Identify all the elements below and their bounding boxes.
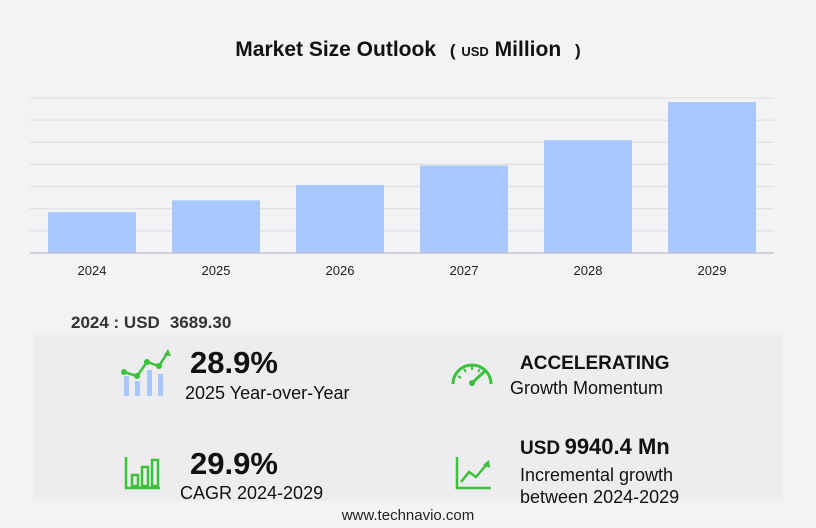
bar-2029 xyxy=(668,102,756,253)
trend-line-icon xyxy=(455,457,491,490)
x-tick-label-2025: 2025 xyxy=(202,263,231,278)
incremental-amount: 9940.4 Mn xyxy=(564,434,670,459)
title-unit-word: Million xyxy=(494,38,562,61)
bar-2025 xyxy=(172,200,260,253)
bar-chart: 2024 2025 2026 2027 2028 2029 xyxy=(30,97,774,278)
title-open-paren: ( xyxy=(449,41,456,60)
headline-year: 2024 : USD xyxy=(71,313,160,332)
x-tick-label-2028: 2028 xyxy=(574,263,603,278)
speedometer-icon xyxy=(451,363,493,386)
incremental-unit: USD xyxy=(520,438,561,459)
title-main: Market Size Outlook xyxy=(235,38,437,61)
incremental-value: USD 9940.4 Mn xyxy=(520,434,670,460)
footer-url: www.technavio.com xyxy=(341,507,475,524)
x-tick-label-2024: 2024 xyxy=(78,263,107,278)
chart-title: Market Size Outlook ( USD Million ) xyxy=(0,38,816,62)
headline-amount: 3689.30 xyxy=(169,313,232,332)
bar-2024 xyxy=(48,212,136,253)
momentum-value: ACCELERATING xyxy=(520,353,670,374)
title-close-paren: ) xyxy=(575,41,581,60)
x-tick-label-2026: 2026 xyxy=(326,263,355,278)
cagr-label: CAGR 2024-2029 xyxy=(180,483,324,503)
momentum-label: Growth Momentum xyxy=(510,378,664,398)
bar-chart-icon xyxy=(124,457,160,490)
bar-2026 xyxy=(296,185,384,253)
headline-value: 2024 : USD 3689.30 xyxy=(71,313,231,333)
yoy-label: 2025 Year-over-Year xyxy=(185,383,350,403)
x-tick-label-2027: 2027 xyxy=(450,263,479,278)
incremental-label-1: Incremental growth xyxy=(520,465,674,485)
bar-2027 xyxy=(420,165,508,253)
bar-2028 xyxy=(544,140,632,253)
incremental-label-2: between 2024-2029 xyxy=(520,487,680,507)
x-tick-label-2029: 2029 xyxy=(698,263,727,278)
yoy-value: 28.9% xyxy=(190,345,278,380)
cagr-value: 29.9% xyxy=(190,446,278,481)
growth-chart-icon xyxy=(121,349,171,396)
title-unit: USD xyxy=(461,44,489,59)
